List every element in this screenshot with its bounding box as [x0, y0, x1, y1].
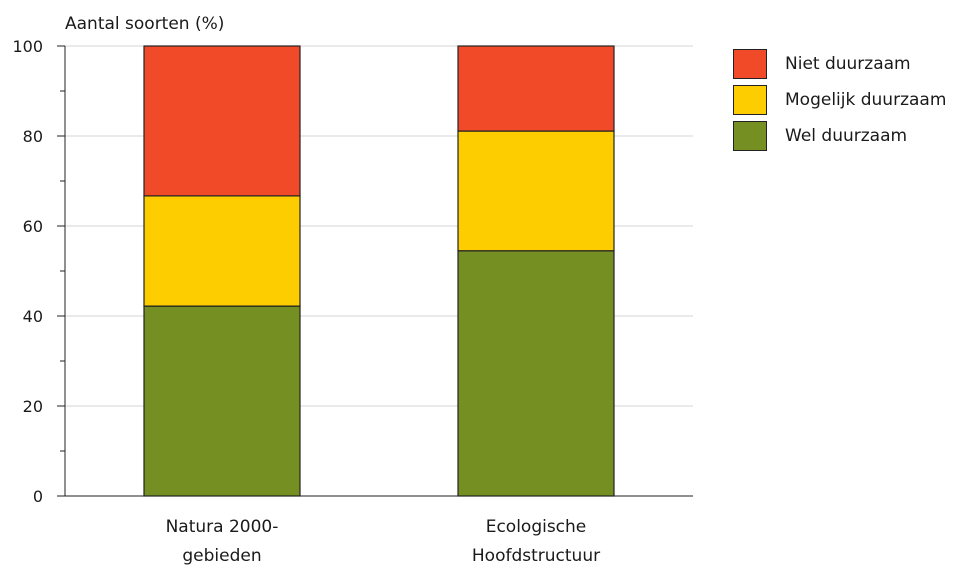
legend-label: Mogelijk duurzaam	[785, 90, 947, 110]
bar-segment-niet-duurzaam	[457, 45, 615, 132]
y-tick-label: 80	[23, 127, 43, 146]
legend-label: Niet duurzaam	[785, 54, 911, 74]
y-tick-label: 100	[12, 37, 43, 56]
bar-segment-mogelijk-duurzaam	[457, 130, 615, 252]
x-category-label: gebieden	[182, 546, 261, 566]
bars	[143, 45, 615, 497]
x-category-label: Hoofdstructuur	[472, 546, 600, 566]
y-tick-label: 20	[23, 397, 43, 416]
x-category-label: Natura 2000-	[166, 517, 279, 537]
axes	[57, 45, 693, 497]
legend-swatch	[733, 121, 767, 151]
bar-segment-niet-duurzaam	[143, 45, 301, 197]
x-category-labels: Natura 2000- gebieden Ecologische Hoofdstru…	[166, 517, 601, 566]
y-axis-title: Aantal soorten (%)	[65, 14, 224, 34]
y-tick-labels: 0 20 40 60 80 100	[12, 37, 43, 506]
bar-segment-wel-duurzaam	[143, 305, 301, 497]
y-tick-label: 60	[23, 217, 43, 236]
bar-segment-mogelijk-duurzaam	[143, 195, 301, 307]
bar-segment-wel-duurzaam	[457, 250, 615, 497]
legend-item: Wel duurzaam	[733, 118, 946, 154]
legend-item: Mogelijk duurzaam	[733, 82, 946, 118]
x-category-label: Ecologische	[486, 517, 587, 537]
y-tick-label: 0	[33, 487, 43, 506]
y-tick-label: 40	[23, 307, 43, 326]
legend-label: Wel duurzaam	[785, 126, 908, 146]
legend-item: Niet duurzaam	[733, 46, 946, 82]
legend-swatch	[733, 49, 767, 79]
legend-swatch	[733, 85, 767, 115]
legend: Niet duurzaam Mogelijk duurzaam Wel duurza…	[733, 46, 946, 154]
